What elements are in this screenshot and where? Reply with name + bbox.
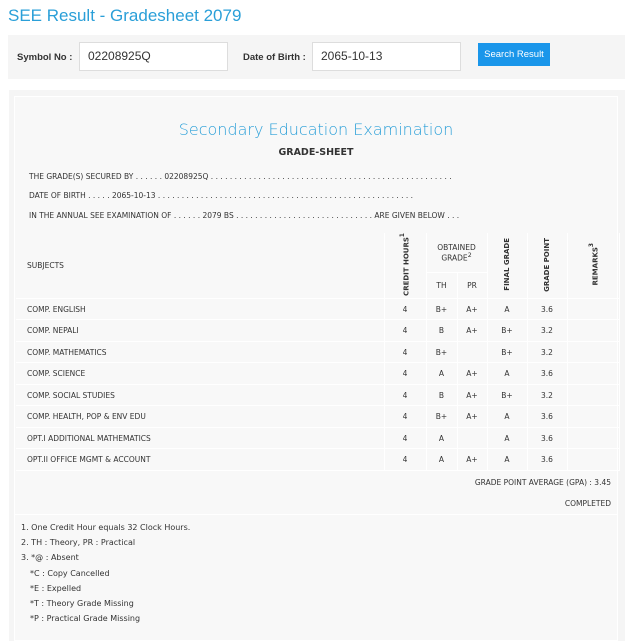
search-result-button[interactable]: Search Result — [478, 43, 550, 66]
cell-gp: 3.6 — [527, 427, 568, 450]
gradesheet-panel: Secondary Education Examination GRADE-SH… — [9, 90, 625, 641]
cell-th: A — [426, 362, 458, 385]
cell-gp: 3.2 — [527, 319, 568, 342]
cell-subject: COMP. HEALTH, POP & ENV EDU — [16, 405, 385, 428]
cell-remarks — [567, 405, 620, 428]
table-row: COMP. SCIENCE 4 A A+ A 3.6 — [16, 362, 620, 385]
note: 2. TH : Theory, PR : Practical — [21, 538, 136, 548]
note: *C : Copy Cancelled — [30, 568, 110, 578]
cell-final: A — [487, 427, 528, 450]
dob-input[interactable]: 2065-10-13 — [312, 42, 461, 71]
cell-credit: 4 — [384, 341, 427, 364]
note: *T : Theory Grade Missing — [30, 599, 134, 609]
cell-gp: 3.6 — [527, 405, 568, 428]
cell-final: B+ — [487, 341, 528, 364]
cell-gp: 3.2 — [527, 384, 568, 407]
cell-credit: 4 — [384, 448, 427, 471]
cell-remarks — [567, 384, 620, 407]
cell-remarks — [567, 362, 620, 385]
footnotes: 1. One Credit Hour equals 32 Clock Hours… — [21, 520, 190, 626]
cell-subject: OPT.II OFFICE MGMT & ACCOUNT — [16, 448, 385, 471]
gpa: GRADE POINT AVERAGE (GPA) : 3.45 — [474, 478, 611, 487]
gradesheet: Secondary Education Examination GRADE-SH… — [14, 96, 620, 641]
cell-final: A — [487, 448, 528, 471]
result-status: COMPLETED — [564, 499, 611, 508]
cell-gp: 3.6 — [527, 298, 568, 321]
header-grade-point: GRADE POINT — [527, 233, 568, 299]
cell-credit: 4 — [384, 384, 427, 407]
page-title: SEE Result - Gradesheet 2079 — [8, 6, 242, 25]
cell-subject: COMP. MATHEMATICS — [16, 341, 385, 364]
table-row: COMP. ENGLISH 4 B+ A+ A 3.6 — [16, 298, 620, 321]
cell-credit: 4 — [384, 427, 427, 450]
cell-final: B+ — [487, 319, 528, 342]
table-row: OPT.I ADDITIONAL MATHEMATICS 4 A A 3.6 — [16, 427, 620, 450]
secured-by-line: THE GRADE(S) SECURED BY . . . . . . 0220… — [29, 172, 452, 181]
cell-pr: A+ — [457, 384, 488, 407]
cell-pr: A+ — [457, 362, 488, 385]
header-remarks: REMARKS3 — [567, 233, 620, 299]
table-row: COMP. NEPALI 4 B A+ B+ 3.2 — [16, 319, 620, 342]
cell-pr — [457, 427, 488, 450]
cell-subject: COMP. SOCIAL STUDIES — [16, 384, 385, 407]
cell-pr: A+ — [457, 319, 488, 342]
header-pr: PR — [457, 272, 488, 299]
cell-credit: 4 — [384, 319, 427, 342]
header-final-grade: FINAL GRADE — [487, 233, 528, 299]
cell-pr: A+ — [457, 298, 488, 321]
header-th: TH — [426, 272, 458, 299]
cell-remarks — [567, 298, 620, 321]
table-row: OPT.II OFFICE MGMT & ACCOUNT 4 A A+ A 3.6 — [16, 448, 620, 471]
note: 1. One Credit Hour equals 32 Clock Hours… — [21, 523, 191, 532]
symbol-input[interactable]: 02208925Q — [79, 42, 228, 71]
note: *P : Practical Grade Missing — [30, 614, 141, 624]
cell-pr: A+ — [457, 448, 488, 471]
cell-final: A — [487, 298, 528, 321]
cell-pr — [457, 341, 488, 364]
cell-subject: COMP. SCIENCE — [16, 362, 385, 385]
dob-line: DATE OF BIRTH . . . . . 2065-10-13 . . .… — [29, 191, 414, 200]
note: *E : Expelled — [30, 583, 82, 593]
dob-label: Date of Birth : — [243, 52, 306, 63]
cell-th: B — [426, 319, 458, 342]
cell-subject: OPT.I ADDITIONAL MATHEMATICS — [16, 427, 385, 450]
header-subjects: SUBJECTS — [16, 233, 385, 299]
cell-credit: 4 — [384, 405, 427, 428]
cell-gp: 3.6 — [527, 448, 568, 471]
cell-th: B+ — [426, 298, 458, 321]
cell-th: A — [426, 448, 458, 471]
cell-final: A — [487, 362, 528, 385]
cell-remarks — [567, 319, 620, 342]
cell-remarks — [567, 448, 620, 471]
cell-gp: 3.2 — [527, 341, 568, 364]
exam-title: Secondary Education Examination — [178, 120, 454, 139]
cell-credit: 4 — [384, 362, 427, 385]
cell-subject: COMP. ENGLISH — [16, 298, 385, 321]
exam-line: IN THE ANNUAL SEE EXAMINATION OF . . . .… — [29, 211, 460, 220]
header-credit-hours: CREDIT HOURS1 — [384, 233, 427, 299]
cell-pr: A+ — [457, 405, 488, 428]
search-panel: Symbol No : 02208925Q Date of Birth : 20… — [8, 35, 625, 79]
header-obtained-grade: OBTAINED GRADE2 — [426, 233, 488, 273]
table-row: COMP. SOCIAL STUDIES 4 B A+ B+ 3.2 — [16, 384, 620, 407]
divider — [15, 514, 617, 515]
cell-th: B+ — [426, 341, 458, 364]
cell-final: A — [487, 405, 528, 428]
symbol-label: Symbol No : — [17, 52, 73, 63]
cell-gp: 3.6 — [527, 362, 568, 385]
cell-final: B+ — [487, 384, 528, 407]
cell-remarks — [567, 341, 620, 364]
cell-credit: 4 — [384, 298, 427, 321]
table-row: COMP. HEALTH, POP & ENV EDU 4 B+ A+ A 3.6 — [16, 405, 620, 428]
cell-remarks — [567, 427, 620, 450]
cell-th: B+ — [426, 405, 458, 428]
gradesheet-subtitle: GRADE-SHEET — [278, 147, 354, 158]
table-row: COMP. MATHEMATICS 4 B+ B+ 3.2 — [16, 341, 620, 364]
grades-table: SUBJECTS CREDIT HOURS1 OBTAINED GRADE2 F… — [16, 233, 620, 471]
cell-subject: COMP. NEPALI — [16, 319, 385, 342]
note: 3. *@ : Absent — [21, 553, 79, 563]
cell-th: B — [426, 384, 458, 407]
cell-th: A — [426, 427, 458, 450]
